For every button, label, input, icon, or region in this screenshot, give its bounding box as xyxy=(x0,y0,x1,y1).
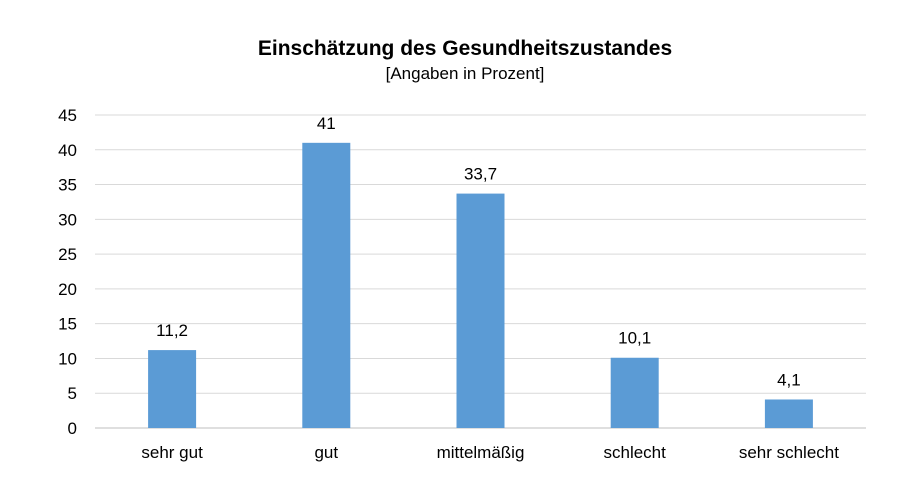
y-tick-label: 15 xyxy=(58,315,77,334)
y-tick-label: 20 xyxy=(58,280,77,299)
y-tick-label: 35 xyxy=(58,176,77,195)
y-tick-label: 30 xyxy=(58,210,77,229)
data-label: 33,7 xyxy=(464,165,497,184)
category-label: schlecht xyxy=(604,443,667,462)
bar xyxy=(764,399,813,428)
category-label: gut xyxy=(314,443,338,462)
y-tick-label: 5 xyxy=(68,384,77,403)
x-axis-categories: sehr gut gut mittelmäßig schlecht sehr schle… xyxy=(141,443,839,462)
category-label: sehr gut xyxy=(141,443,203,462)
y-tick-label: 0 xyxy=(68,419,77,438)
data-labels: 11,2 41 33,7 10,1 4,1 xyxy=(156,114,801,390)
chart-subtitle: [Angaben in Prozent] xyxy=(386,64,545,83)
bar xyxy=(302,142,351,429)
y-axis-ticks: 0 5 10 15 20 25 30 35 40 45 xyxy=(58,106,77,438)
data-label: 11,2 xyxy=(156,321,188,340)
bar xyxy=(610,357,659,428)
bar xyxy=(148,350,197,428)
y-tick-label: 40 xyxy=(58,141,77,160)
y-tick-label: 25 xyxy=(58,245,77,264)
data-label: 10,1 xyxy=(618,329,651,348)
data-label: 41 xyxy=(317,114,336,133)
chart-title: Einschätzung des Gesundheitszustandes xyxy=(258,37,672,60)
data-label: 4,1 xyxy=(777,370,801,389)
category-label: sehr schlecht xyxy=(739,443,839,462)
y-tick-label: 45 xyxy=(58,106,77,125)
bar xyxy=(456,193,505,428)
y-tick-label: 10 xyxy=(58,349,77,368)
bars xyxy=(148,142,813,429)
category-label: mittelmäßig xyxy=(437,443,525,462)
